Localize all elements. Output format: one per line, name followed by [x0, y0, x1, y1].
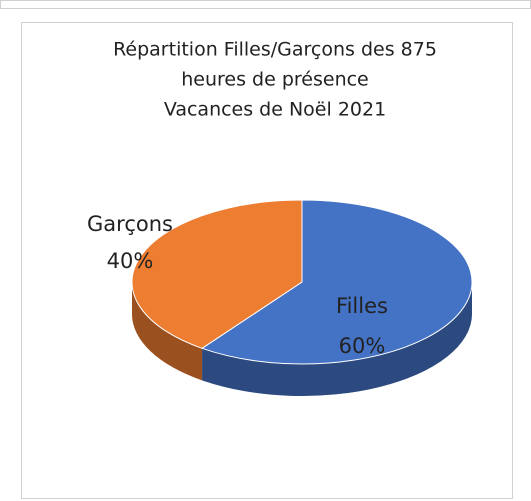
chart-title: heures de présence: [181, 69, 369, 91]
slice-side-shade: [202, 282, 472, 396]
slice: [131, 199, 303, 381]
slice-label: Filles: [336, 294, 388, 318]
slice-side-shade: [132, 282, 203, 381]
chart-title: Répartition Filles/Garçons des 875: [113, 39, 437, 61]
top-frame: [0, 0, 531, 9]
slice-side: [132, 282, 203, 381]
slice-value-label: 60%: [339, 334, 386, 358]
slice-label: Garçons: [87, 212, 173, 236]
slice-top: [200, 199, 473, 365]
slice-value-label: 40%: [107, 249, 154, 273]
chart-title: Vacances de Noël 2021: [164, 99, 386, 121]
slice-top: [131, 199, 303, 349]
slice: [200, 199, 473, 396]
slice-side: [202, 282, 472, 396]
